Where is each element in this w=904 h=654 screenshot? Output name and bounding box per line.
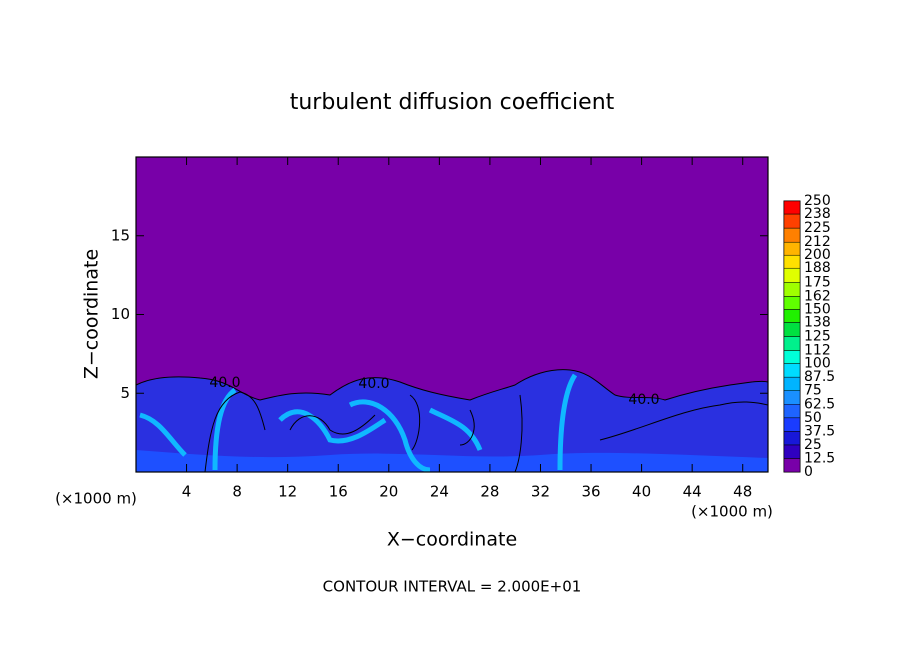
colorbar-label: 238 xyxy=(804,206,831,222)
colorbar-label: 75 xyxy=(804,383,822,399)
colorbar-label: 37.5 xyxy=(804,423,835,439)
colorbar-cell xyxy=(783,254,801,269)
colorbar-label: 62.5 xyxy=(804,396,835,412)
field-low xyxy=(136,450,768,472)
colorbar-cell xyxy=(783,296,801,310)
colorbar-cell xyxy=(783,444,801,459)
colorbar-cell xyxy=(783,241,801,256)
y-tick-label: 5 xyxy=(120,384,130,402)
colorbar-label: 12.5 xyxy=(804,450,835,466)
colorbar-cell xyxy=(783,376,801,391)
x-tick-label: 4 xyxy=(182,483,192,501)
x-tick-label: 24 xyxy=(430,483,449,501)
colorbar-cell xyxy=(783,390,801,405)
colorbar-cell xyxy=(783,309,801,323)
colorbar-label: 138 xyxy=(804,314,831,330)
contour-lines xyxy=(204,391,769,473)
colorbar-label: 125 xyxy=(804,329,831,345)
colorbar-label: 87.5 xyxy=(804,369,835,385)
colorbar-label: 225 xyxy=(804,220,831,236)
x-tick-label: 8 xyxy=(232,483,242,501)
colorbar-cell xyxy=(783,336,801,351)
colorbar-cell xyxy=(783,213,801,229)
y-axis-label: Z−coordinate xyxy=(81,249,103,379)
colorbar-cell xyxy=(783,282,801,297)
x-unit: (×1000 m) xyxy=(691,503,773,521)
x-tick-label: 36 xyxy=(581,483,600,501)
colorbar-label: 200 xyxy=(804,247,831,263)
colorbar-cell xyxy=(783,200,801,215)
contour-label: 40.0 xyxy=(628,392,659,408)
field-swirls xyxy=(139,373,578,473)
colorbar-cell xyxy=(783,267,801,283)
colorbar-cell xyxy=(783,227,801,243)
colorbar-label: 50 xyxy=(804,410,822,426)
chart-title: turbulent diffusion coefficient xyxy=(290,90,615,115)
colorbar-cell xyxy=(783,417,801,432)
colorbar-label: 112 xyxy=(804,343,831,359)
colorbar-cell xyxy=(783,350,801,364)
x-axis-label: X−coordinate xyxy=(387,529,517,551)
colorbar-cell xyxy=(783,322,801,337)
x-tick-label: 16 xyxy=(329,483,348,501)
footer-note: CONTOUR INTERVAL = 2.000E+01 xyxy=(323,578,582,596)
colorbar-cell xyxy=(783,404,801,419)
colorbar-label: 150 xyxy=(804,301,831,317)
x-tick-label: 12 xyxy=(278,483,297,501)
x-tick-label: 40 xyxy=(632,483,651,501)
field: 40.0 40.0 40.0 xyxy=(135,157,769,473)
contour-label: 40.0 xyxy=(209,375,240,391)
colorbar-label: 212 xyxy=(804,234,831,250)
x-tick-label: 32 xyxy=(531,483,550,501)
x-tick-label: 48 xyxy=(733,483,752,501)
colorbar-label: 100 xyxy=(804,356,831,372)
colorbar-label: 188 xyxy=(804,260,831,276)
colorbar-label: 25 xyxy=(804,437,822,453)
colorbar-label: 250 xyxy=(804,193,831,209)
x-tick-label: 28 xyxy=(480,483,499,501)
x-tick-label: 44 xyxy=(683,483,702,501)
y-tick-label: 15 xyxy=(111,226,130,244)
colorbar-cell xyxy=(783,458,801,473)
contour-label: 40.0 xyxy=(358,376,389,392)
x-tick-label: 20 xyxy=(379,483,398,501)
x-unit: (×1000 m) xyxy=(55,490,137,508)
colorbar-label: 162 xyxy=(804,288,831,304)
colorbar-cell xyxy=(783,431,801,446)
colorbar-cell xyxy=(783,363,801,378)
colorbar-label: 175 xyxy=(804,274,831,290)
y-tick-label: 10 xyxy=(111,305,130,323)
colorbar-label: 0 xyxy=(804,464,813,480)
